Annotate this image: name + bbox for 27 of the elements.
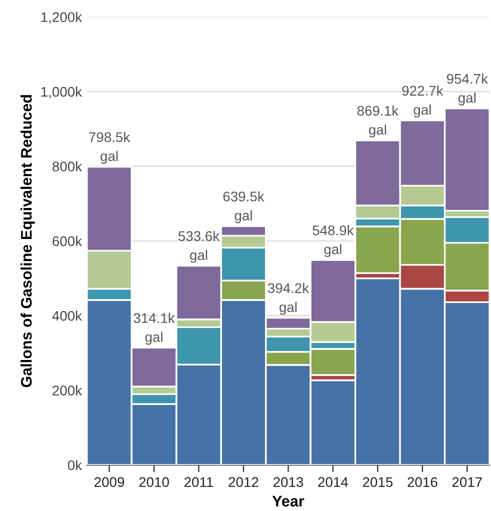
total-label: 869.1k gal <box>357 106 399 138</box>
total-label: 922.7k gal <box>402 86 444 118</box>
x-tick-label: 2016 <box>408 477 438 488</box>
y-axis-title: Gallons of Gasoline Equivalent Reduced <box>20 95 35 388</box>
x-tick-label: 2013 <box>273 477 304 488</box>
y-tick-label: 1,200k <box>41 12 82 24</box>
x-tick-label: 2010 <box>139 477 169 488</box>
x-tick-label: 2009 <box>94 477 124 488</box>
y-tick-label: 200k <box>52 385 82 396</box>
total-label: 954.7k gal <box>446 74 488 106</box>
total-label: 314.1k gal <box>134 312 175 345</box>
x-tick-label: 2014 <box>318 477 348 488</box>
x-tick-label: 2015 <box>362 477 393 488</box>
y-tick-label: 800k <box>52 161 82 172</box>
y-tick-label: 400k <box>52 310 82 321</box>
total-label: 798.5k gal <box>89 132 130 164</box>
x-tick-label: 2012 <box>228 477 258 488</box>
total-label: 533.6k gal <box>178 230 220 263</box>
x-tick-label: 2011 <box>184 477 214 488</box>
y-tick-label: 1,000k <box>41 86 82 98</box>
y-tick-label: 600k <box>52 236 82 246</box>
total-label: 639.5k gal <box>223 191 264 224</box>
x-tick-label: 2017 <box>452 477 482 488</box>
total-label: 394.2k gal <box>268 282 310 315</box>
total-label: 548.9k gal <box>312 225 354 258</box>
x-axis-title: Year <box>272 496 304 507</box>
y-tick-label: 0k <box>68 460 82 470</box>
